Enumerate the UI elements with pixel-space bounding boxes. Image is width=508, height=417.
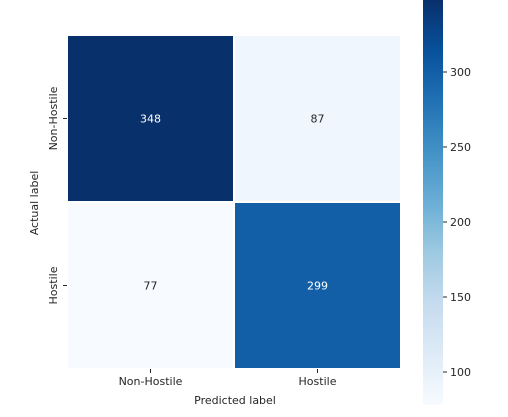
y-tick-label: Hostile bbox=[47, 266, 60, 304]
colorbar-gradient bbox=[423, 0, 443, 405]
colorbar-tick-label: 200 bbox=[450, 216, 471, 229]
x-axis-label: Predicted label bbox=[194, 394, 276, 407]
colorbar-tick-label: 250 bbox=[450, 141, 471, 154]
y-axis-label: Actual label bbox=[28, 171, 41, 236]
cell-value-label: 77 bbox=[144, 280, 158, 293]
y-axis: Non-Hostile Hostile bbox=[47, 86, 67, 304]
heatmap-cell bbox=[235, 36, 400, 201]
y-tick-label: Non-Hostile bbox=[47, 86, 60, 150]
heatmap-cell bbox=[235, 203, 400, 368]
x-axis: Non-Hostile Hostile bbox=[119, 369, 337, 388]
cell-value-labels: 348 87 77 299 bbox=[140, 113, 328, 293]
colorbar-ticks: 100 150 200 250 300 bbox=[443, 66, 471, 379]
heatmap-cells bbox=[68, 36, 400, 368]
x-tick-label: Non-Hostile bbox=[119, 375, 183, 388]
colorbar-tick-label: 100 bbox=[450, 366, 471, 379]
colorbar: 100 150 200 250 300 bbox=[423, 0, 471, 405]
x-tick-label: Hostile bbox=[299, 375, 337, 388]
heatmap-cell bbox=[68, 203, 233, 368]
colorbar-tick-label: 150 bbox=[450, 291, 471, 304]
cell-value-label: 348 bbox=[140, 113, 161, 126]
cell-value-label: 87 bbox=[311, 113, 325, 126]
colorbar-tick-label: 300 bbox=[450, 66, 471, 79]
cell-value-label: 299 bbox=[307, 280, 328, 293]
heatmap-cell bbox=[68, 36, 233, 201]
